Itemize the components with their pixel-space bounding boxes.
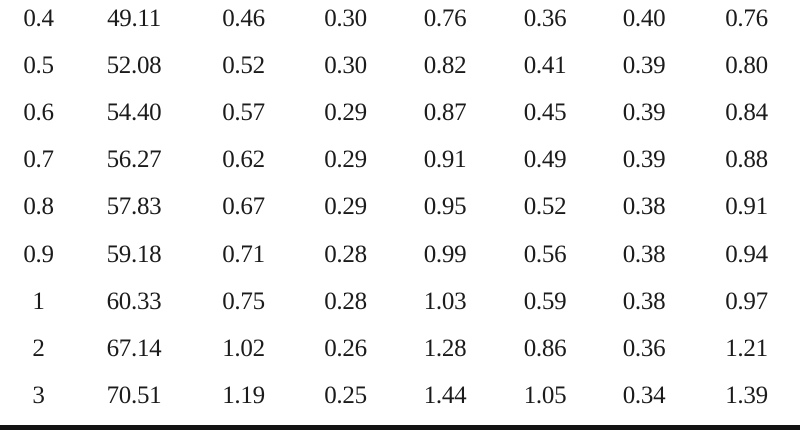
table-cell: 0.94 (725, 240, 768, 268)
table-bottom-rule (0, 425, 800, 430)
table-cell: 56.27 (106, 146, 162, 174)
table-cell: 54.40 (106, 98, 162, 126)
table-cell: 0.26 (324, 334, 367, 362)
table-cell: 0.40 (622, 4, 666, 32)
table-cell: 0.30 (324, 51, 367, 79)
table-cell: 0.29 (324, 98, 367, 126)
table-cell: 0.38 (622, 240, 666, 268)
table-cell: 0.28 (324, 287, 367, 315)
table-cell: 52.08 (106, 51, 162, 79)
table-cell: 0.39 (622, 98, 666, 126)
table-cell: 0.28 (324, 240, 367, 268)
table-cell: 1.44 (423, 382, 467, 410)
table-cell: 2 (32, 334, 45, 362)
table-cell: 0.9 (23, 240, 54, 268)
table-cell: 0.38 (622, 193, 666, 221)
table-cell: 1.19 (222, 382, 265, 410)
table-cell: 0.87 (423, 98, 467, 126)
table-cell: 0.82 (423, 51, 467, 79)
table-cell: 0.86 (523, 334, 567, 362)
table-cell: 3 (32, 382, 45, 410)
table-cell: 60.33 (106, 287, 162, 315)
table-cell: 0.95 (423, 193, 467, 221)
table-cell: 0.52 (222, 51, 265, 79)
table-cell: 0.91 (725, 193, 768, 221)
table-cell: 0.30 (324, 4, 367, 32)
table-cell: 0.34 (622, 382, 666, 410)
table-cell: 70.51 (106, 382, 162, 410)
table-cell: 0.57 (222, 98, 265, 126)
table-cell: 0.39 (622, 146, 666, 174)
table-cell: 1.03 (423, 287, 467, 315)
table-cell: 1.28 (423, 334, 467, 362)
table-cell: 0.45 (523, 98, 567, 126)
table-cell: 0.80 (725, 51, 768, 79)
table-cell: 0.6 (23, 98, 54, 126)
table-cell: 0.67 (222, 193, 265, 221)
table-cell: 0.7 (23, 146, 54, 174)
table-cell: 49.11 (107, 4, 161, 32)
table-cell: 1.05 (523, 382, 567, 410)
table-cell: 0.39 (622, 51, 666, 79)
table-cell: 0.46 (222, 4, 265, 32)
table-cell: 0.56 (523, 240, 567, 268)
table-cell: 0.41 (523, 51, 567, 79)
table-cell: 0.62 (222, 146, 265, 174)
table-cell: 0.25 (324, 382, 367, 410)
table-cell: 1.21 (725, 334, 768, 362)
table-cell: 0.97 (725, 287, 768, 315)
table-cell: 1.02 (222, 334, 265, 362)
data-table: 0.4 49.11 0.46 0.30 0.76 0.36 0.40 0.76 … (23, 4, 768, 410)
table-cell: 0.76 (423, 4, 467, 32)
table-cell: 0.5 (23, 51, 54, 79)
table-cell: 0.91 (423, 146, 467, 174)
table-cell: 0.88 (725, 146, 768, 174)
table-cell: 0.36 (622, 334, 666, 362)
table-cell: 0.4 (23, 4, 54, 32)
table-cell: 57.83 (106, 193, 162, 221)
table-cell: 0.75 (222, 287, 265, 315)
table-cell: 0.71 (222, 240, 265, 268)
table-cell: 0.49 (523, 146, 567, 174)
table-cell: 0.29 (324, 146, 367, 174)
table-cell: 1 (32, 287, 45, 315)
table-cell: 67.14 (106, 334, 162, 362)
table-cell: 0.8 (23, 193, 54, 221)
table-cell: 0.84 (725, 98, 768, 126)
table-cell: 0.36 (523, 4, 567, 32)
table-cell: 0.52 (523, 193, 567, 221)
table-cell: 0.29 (324, 193, 367, 221)
table-cell: 1.39 (725, 382, 768, 410)
table-cell: 0.76 (725, 4, 768, 32)
table-cell: 0.59 (523, 287, 567, 315)
table-cell: 0.38 (622, 287, 666, 315)
table-cell: 59.18 (106, 240, 162, 268)
table-cell: 0.99 (423, 240, 467, 268)
